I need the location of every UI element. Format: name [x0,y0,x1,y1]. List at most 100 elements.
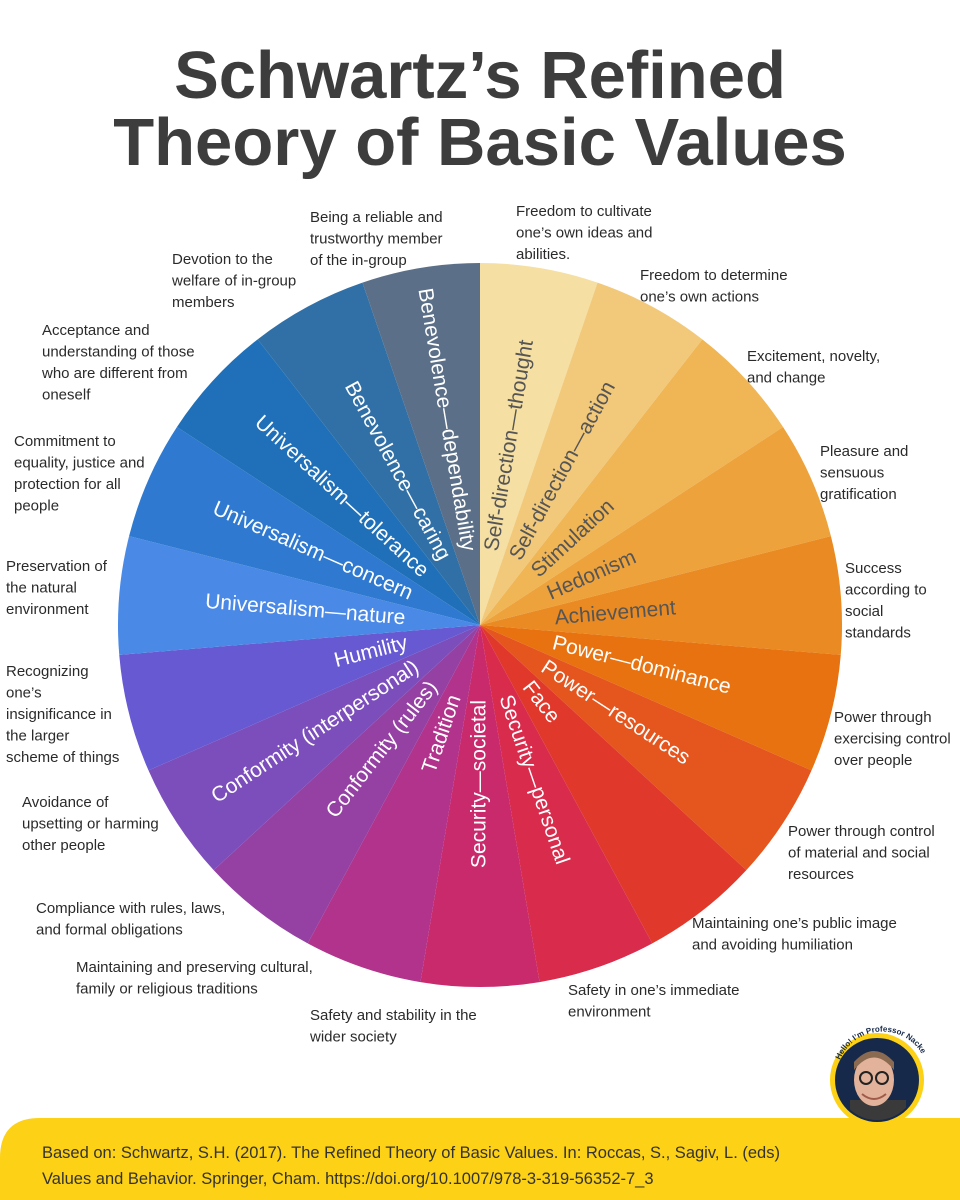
wedge [119,625,480,771]
description-line: Power through [834,709,932,726]
description-line: social [845,603,883,620]
wedge [117,536,480,655]
description-line: Excitement, novelty, [747,348,880,365]
description-line: other people [22,837,105,854]
description-line: oneself [42,387,91,404]
description: Compliance with rules, laws, and formal o… [36,900,225,939]
description-line: Commitment to [14,433,116,450]
description-line: the natural [6,580,77,597]
citation-line: Values and Behavior. Springer, Cham. htt… [42,1170,654,1188]
description-line: one’s [6,685,42,702]
description: Maintaining and preserving cultural, fami… [76,959,313,998]
description-line: scheme of things [6,749,119,766]
description-line: people [14,498,59,515]
description: Power through control of material and soc… [788,823,935,883]
title-line: Schwartz’s Refined [174,38,786,113]
description-line: members [172,294,235,311]
description-line: and avoiding humiliation [692,937,853,954]
description-line: gratification [820,486,897,503]
description-line: Success [845,560,902,577]
description: Freedom to determine one’s own actions [640,267,788,306]
description-line: Recognizing [6,663,89,680]
description-line: resources [788,866,854,883]
description-line: Maintaining one’s public image [692,915,897,932]
photo [850,1051,906,1120]
description: Preservation of the natural environment [6,558,108,618]
description-line: welfare of in-group [171,273,296,290]
citation-line: Based on: Schwartz, S.H. (2017). The Ref… [42,1144,780,1162]
description-line: Safety and stability in the [310,1007,477,1024]
profile-badge: Hello! I’m Professor Nacke [830,1024,928,1127]
description-line: and formal obligations [36,922,183,939]
description-line: of the in-group [310,252,407,269]
wedge [480,339,784,625]
description-line: equality, justice and [14,455,145,472]
description: Power through exercising control over peop… [834,709,951,769]
description-line: trustworthy member [310,231,443,248]
description-line: upsetting or harming [22,816,159,833]
description-line: the larger [6,728,69,745]
description: Pleasure and sensuous gratification [820,443,908,503]
description-line: Devotion to the [172,251,273,268]
description: Avoidance of upsetting or harming other pe… [22,794,159,854]
wedge [480,625,653,983]
description: Being a reliable and trustworthy member of… [310,209,443,269]
description-line: Pleasure and [820,443,908,460]
description: Maintaining one’s public image and avoidi… [692,915,897,954]
description-line: Freedom to determine [640,267,788,284]
description: Devotion to the welfare of in-group member… [171,251,296,311]
descriptions: Freedom to cultivate one’s own ideas and a… [6,203,951,1046]
wedge [480,263,598,625]
value-wheel: Self-direction—thoughtSelf-direction—act… [117,263,843,988]
description-line: Avoidance of [22,794,109,811]
description-line: Preservation of [6,558,108,575]
wedge [480,282,703,625]
description-line: who are different from [41,365,188,382]
description-line: Power through control [788,823,935,840]
wedge [257,282,480,625]
description-line: and change [747,370,825,387]
description-line: one’s own actions [640,289,759,306]
description-line: environment [568,1004,651,1021]
description: Safety in one’s immediate environment [568,982,739,1021]
wedge [362,263,480,625]
wedge [480,625,747,944]
description-line: exercising control [834,731,951,748]
title-line: Theory of Basic Values [113,105,847,180]
description: Freedom to cultivate one’s own ideas and a… [516,203,653,263]
wedge-label: Security—societal [468,700,491,868]
description-line: abilities. [516,246,570,263]
description-line: Compliance with rules, laws, [36,900,225,917]
wedge [480,625,841,771]
description-line: Safety in one’s immediate [568,982,739,999]
description: Acceptance and understanding of those who … [41,322,195,404]
description-line: wider society [309,1029,397,1046]
description: Recognizing one’s insignificance in the lar… [6,663,119,766]
wedge [176,339,480,625]
description: Excitement, novelty, and change [747,348,880,387]
wedge [307,625,480,983]
description: Success according to social standards [845,560,927,642]
description: Commitment to equality, justice and protec… [14,433,145,515]
description-line: environment [6,601,89,618]
description-line: Maintaining and preserving cultural, [76,959,313,976]
wedge [480,625,812,871]
description-line: Acceptance and [42,322,150,339]
wedge [420,625,540,988]
description: Safety and stability in the wider society [309,1007,477,1046]
wedge [480,536,843,655]
description-line: family or religious traditions [76,981,258,998]
description-line: according to [845,582,927,599]
description-line: one’s own ideas and [516,225,653,242]
wedge [480,427,831,625]
citation-box [0,1118,960,1200]
description-line: Freedom to cultivate [516,203,652,220]
description-line: Being a reliable and [310,209,443,226]
wedge [129,427,481,625]
description-line: protection for all [14,476,121,493]
description-line: of material and social [788,845,930,862]
wedge [148,625,480,871]
wedge [213,625,480,944]
description-line: insignificance in [6,706,112,723]
